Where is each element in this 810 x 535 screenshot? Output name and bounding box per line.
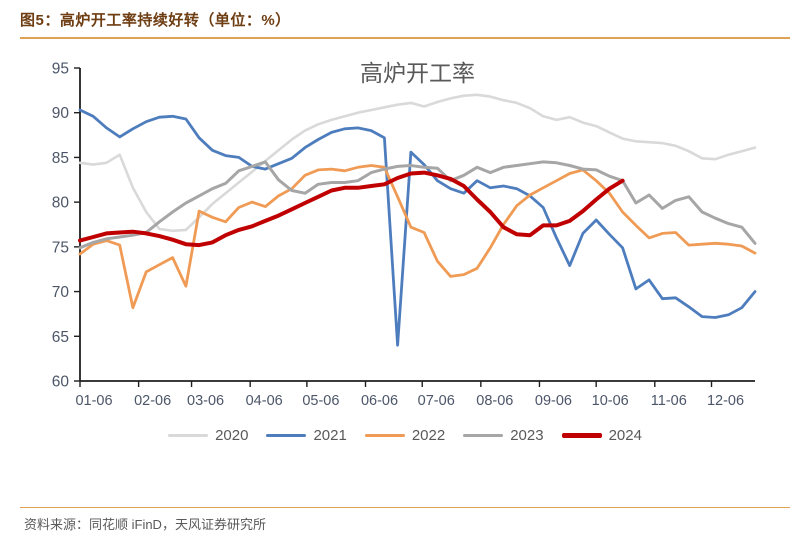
figure-footer: 资料来源：同花顺 iFinD，天风证券研究所 (0, 508, 810, 534)
y-axis-label: 75 (52, 239, 69, 256)
x-axis-label: 12-06 (707, 393, 744, 409)
y-axis-label: 85 (52, 150, 69, 167)
legend-item-2023: 2023 (463, 427, 544, 444)
series-line-2023 (78, 160, 757, 250)
x-axis-label: 11-06 (651, 393, 687, 409)
y-axis-label: 65 (52, 329, 69, 346)
x-axis-label: 07-06 (418, 393, 455, 409)
figure-header: 图5：高炉开工率持续好转（单位：%） (0, 0, 810, 30)
legend-swatch-2024 (561, 433, 602, 438)
x-axis-label: 01-06 (75, 393, 112, 409)
x-axis-label: 02-06 (134, 393, 171, 409)
series-line-2020 (78, 93, 757, 233)
legend-swatch-2021 (266, 433, 307, 438)
x-axis-label: 08-06 (476, 393, 513, 409)
legend-swatch-2020 (168, 434, 209, 437)
x-axis-label: 06-06 (361, 393, 398, 409)
line-chart: 高炉开工率 60 65 70 75 80 85 90 95 01-06 02-06 03-06 04-0… (52, 60, 757, 409)
series-line-2022 (78, 164, 757, 310)
chart-legend: 2020 2021 2022 2023 2024 (0, 427, 810, 444)
x-axis-label: 05-06 (302, 393, 339, 409)
x-axis-label: 10-06 (592, 393, 629, 409)
legend-item-2020: 2020 (168, 427, 248, 444)
header-rule (20, 37, 790, 39)
x-axis-label: 04-06 (246, 393, 283, 409)
legend-label-2023: 2023 (510, 427, 544, 444)
legend-label-2022: 2022 (411, 427, 446, 444)
footer-rule (20, 507, 790, 508)
y-axis-label: 95 (52, 61, 69, 78)
legend-item-2022: 2022 (364, 427, 446, 444)
chart-area: 高炉开工率 60 65 70 75 80 85 90 95 01-06 02-06 03-06 04-0… (0, 39, 810, 444)
chart-title: 高炉开工率 (360, 60, 475, 86)
figure-title: 图5：高炉开工率持续好转（单位：%） (20, 12, 291, 29)
legend-swatch-2022 (364, 433, 405, 438)
legend-swatch-2023 (463, 433, 504, 438)
y-axis-label: 60 (52, 374, 70, 391)
x-axis-label: 03-06 (187, 393, 224, 409)
legend-label-2024: 2024 (608, 427, 642, 444)
legend-label-2020: 2020 (215, 427, 249, 444)
series-line-2024 (78, 170, 625, 248)
source-text: 资料来源：同花顺 iFinD，天风证券研究所 (24, 517, 266, 532)
x-axis-label: 09-06 (535, 393, 572, 409)
legend-item-2024: 2024 (561, 427, 642, 444)
legend-item-2021: 2021 (266, 427, 347, 444)
y-axis-label: 70 (52, 284, 70, 301)
legend-label-2021: 2021 (313, 427, 347, 444)
series-line-2021 (78, 108, 757, 347)
y-axis-label: 90 (52, 105, 70, 122)
y-axis-label: 80 (52, 195, 70, 212)
